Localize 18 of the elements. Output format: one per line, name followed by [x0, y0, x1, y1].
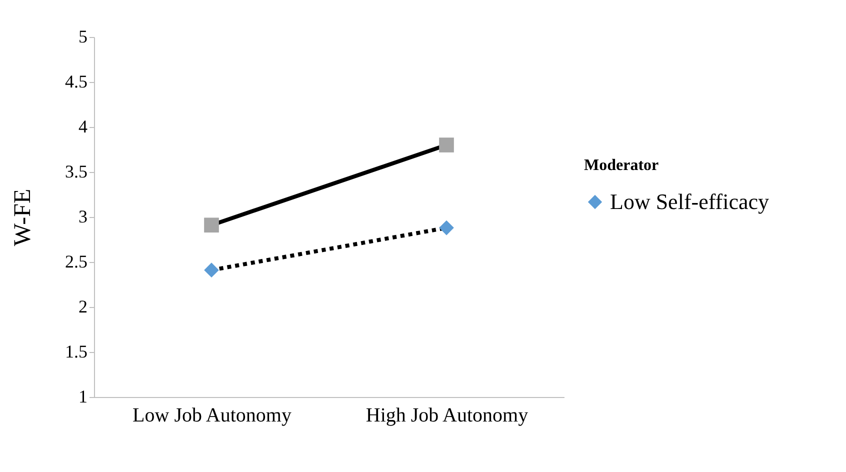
y-tick-label: 3.5 — [65, 162, 88, 182]
point — [204, 262, 219, 278]
y-tick-label: 3 — [78, 206, 88, 226]
x-tick-label: Low Job Autonomy — [132, 404, 292, 426]
y-axis-title: W-FE — [10, 188, 36, 246]
legend-title: Moderator — [584, 157, 659, 174]
y-tick-label: 4 — [78, 116, 88, 136]
point — [204, 218, 219, 233]
y-tick-label: 1 — [78, 386, 88, 406]
legend-label: Low Self-efficacy — [610, 189, 770, 214]
point — [439, 220, 454, 236]
y-tick-label: 1.5 — [65, 342, 88, 362]
y-tick-label: 5 — [78, 26, 88, 46]
y-tick-label: 4.5 — [65, 72, 88, 92]
y-tick-label: 2.5 — [65, 252, 88, 272]
y-tick-label: 2 — [78, 296, 88, 316]
x-tick-label: High Job Autonomy — [366, 404, 528, 426]
point — [439, 138, 454, 152]
